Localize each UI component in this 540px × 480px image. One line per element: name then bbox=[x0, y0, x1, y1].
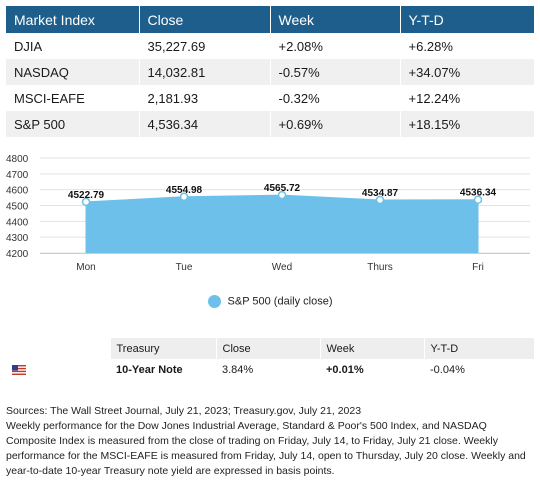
y-tick-label: 4700 bbox=[6, 170, 29, 181]
table-row: DJIA 35,227.69 +2.08% +6.28% bbox=[6, 33, 535, 59]
data-point bbox=[375, 195, 385, 205]
data-point bbox=[81, 197, 91, 207]
y-tick-label: 4800 bbox=[6, 154, 29, 165]
legend-swatch bbox=[207, 295, 221, 308]
treasury-ytd: -0.04% bbox=[424, 359, 534, 380]
sp500-area bbox=[85, 194, 479, 254]
treasury-header-row: Treasury Close Week Y-T-D bbox=[6, 338, 535, 359]
header-ytd: Y-T-D bbox=[424, 338, 535, 359]
y-tick-label: 4200 bbox=[6, 249, 29, 260]
header-close: Close bbox=[139, 6, 271, 33]
data-point bbox=[277, 190, 287, 200]
data-label: 4565.72 bbox=[264, 183, 301, 194]
data-label: 4554.98 bbox=[166, 185, 203, 196]
header-week: Week bbox=[270, 6, 401, 33]
index-week: +2.08% bbox=[270, 33, 401, 59]
us-flag-icon bbox=[12, 364, 26, 375]
data-label: 4522.79 bbox=[68, 190, 105, 201]
header-ytd: Y-T-D bbox=[400, 6, 535, 33]
index-week: -0.32% bbox=[270, 85, 401, 111]
index-ytd: +34.07% bbox=[400, 59, 535, 85]
market-index-table: Market Index Close Week Y-T-D DJIA 35,22… bbox=[6, 6, 535, 137]
y-tick-label: 4500 bbox=[6, 202, 29, 213]
footnote-methodology: Weekly performance for the Dow Jones Ind… bbox=[6, 420, 526, 477]
index-close: 14,032.81 bbox=[139, 59, 271, 85]
index-name: MSCI-EAFE bbox=[6, 85, 140, 111]
data-label: 4534.87 bbox=[362, 188, 399, 199]
index-ytd: +12.24% bbox=[400, 85, 535, 111]
x-tick-label: Thurs bbox=[367, 262, 393, 273]
footnote-sources: Sources: The Wall Street Journal, July 2… bbox=[6, 405, 362, 417]
header-close: Close bbox=[216, 338, 321, 359]
treasury-table: Treasury Close Week Y-T-D 10-Year Note 3… bbox=[6, 338, 535, 380]
y-tick-label: 4600 bbox=[6, 186, 29, 197]
data-point bbox=[179, 192, 189, 202]
y-tick-label: 4300 bbox=[6, 233, 29, 244]
header-week: Week bbox=[320, 338, 425, 359]
index-week: -0.57% bbox=[270, 59, 401, 85]
treasury-week: +0.01% bbox=[320, 359, 424, 380]
data-label: 4536.34 bbox=[460, 188, 497, 199]
footnote: Sources: The Wall Street Journal, July 2… bbox=[6, 404, 536, 479]
index-close: 2,181.93 bbox=[139, 85, 271, 111]
x-tick-label: Fri bbox=[472, 262, 484, 273]
table-row: MSCI-EAFE 2,181.93 -0.32% +12.24% bbox=[6, 85, 535, 111]
legend-label: S&P 500 (daily close) bbox=[227, 295, 333, 308]
data-point bbox=[473, 195, 483, 204]
header-blank bbox=[6, 338, 111, 359]
index-ytd: +6.28% bbox=[400, 33, 535, 59]
table-row: NASDAQ 14,032.81 -0.57% +34.07% bbox=[6, 59, 535, 85]
sp500-area-chart: 4200 4300 4400 4500 4600 4700 4800 4522.79 Mon 45… bbox=[6, 154, 530, 273]
index-name: DJIA bbox=[6, 33, 140, 59]
treasury-close: 3.84% bbox=[216, 359, 320, 380]
x-tick-label: Mon bbox=[76, 262, 95, 273]
x-tick-label: Tue bbox=[176, 262, 193, 273]
index-name: NASDAQ bbox=[6, 59, 140, 85]
index-week: +0.69% bbox=[270, 111, 401, 137]
x-tick-label: Wed bbox=[272, 262, 292, 273]
index-name: S&P 500 bbox=[6, 111, 140, 137]
header-market-index: Market Index bbox=[6, 6, 140, 33]
index-close: 35,227.69 bbox=[139, 33, 271, 59]
y-tick-label: 4400 bbox=[6, 217, 29, 228]
index-close: 4,536.34 bbox=[139, 111, 271, 137]
treasury-name: 10-Year Note bbox=[110, 359, 216, 380]
header-treasury: Treasury bbox=[110, 338, 217, 359]
table-row: S&P 500 4,536.34 +0.69% +18.15% bbox=[6, 111, 535, 137]
market-table-header-row: Market Index Close Week Y-T-D bbox=[6, 6, 535, 33]
index-ytd: +18.15% bbox=[400, 111, 535, 137]
flag-cell bbox=[6, 359, 110, 380]
table-row: 10-Year Note 3.84% +0.01% -0.04% bbox=[6, 359, 534, 380]
chart-legend: S&P 500 (daily close) bbox=[0, 295, 540, 308]
